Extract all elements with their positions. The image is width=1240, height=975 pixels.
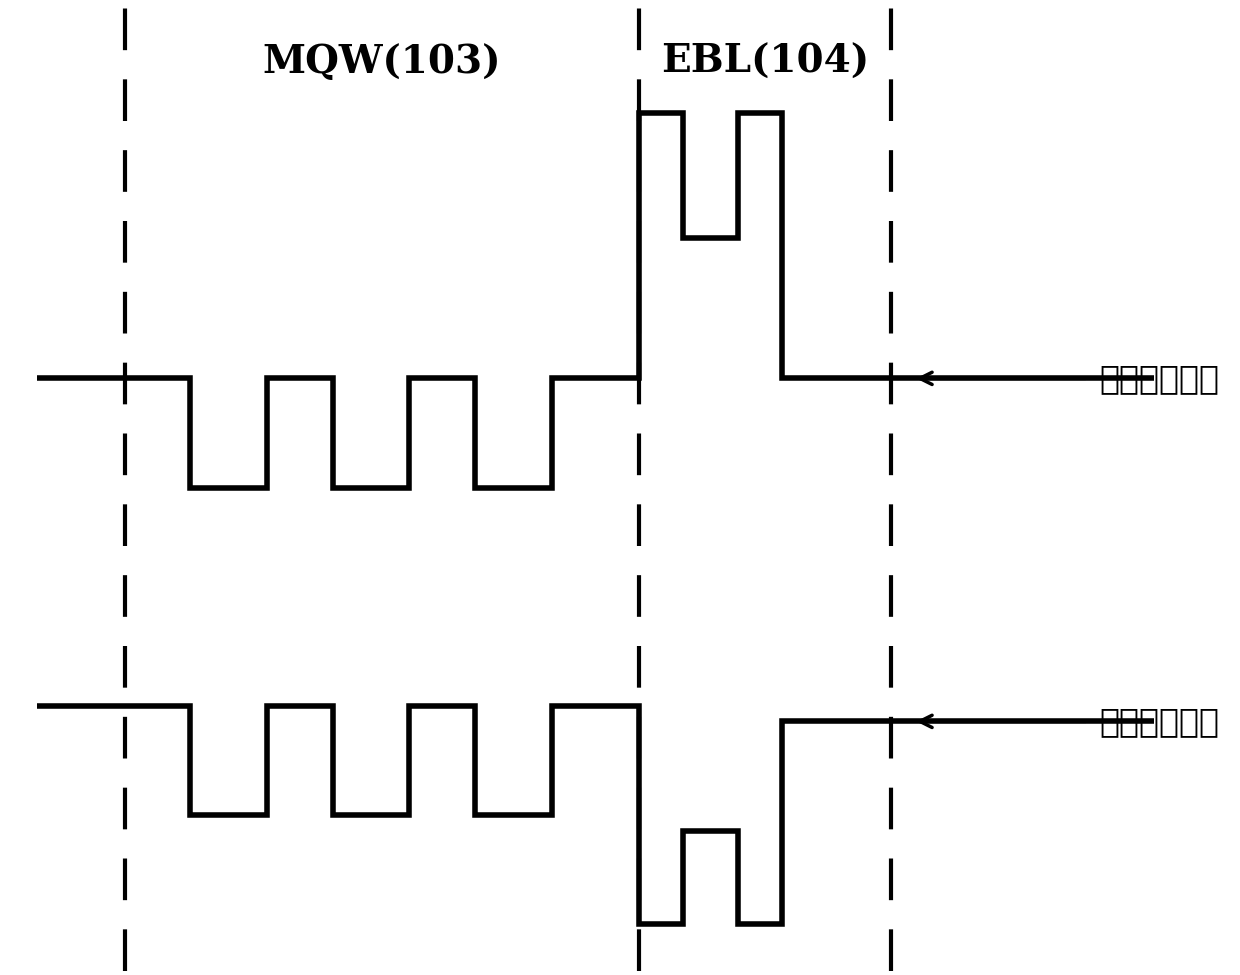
Text: 空穴（价带）: 空穴（价带） (1100, 705, 1219, 738)
Text: 电子（导带）: 电子（导带） (1100, 362, 1219, 395)
Text: EBL(104): EBL(104) (661, 43, 869, 81)
Text: MQW(103): MQW(103) (263, 43, 501, 81)
